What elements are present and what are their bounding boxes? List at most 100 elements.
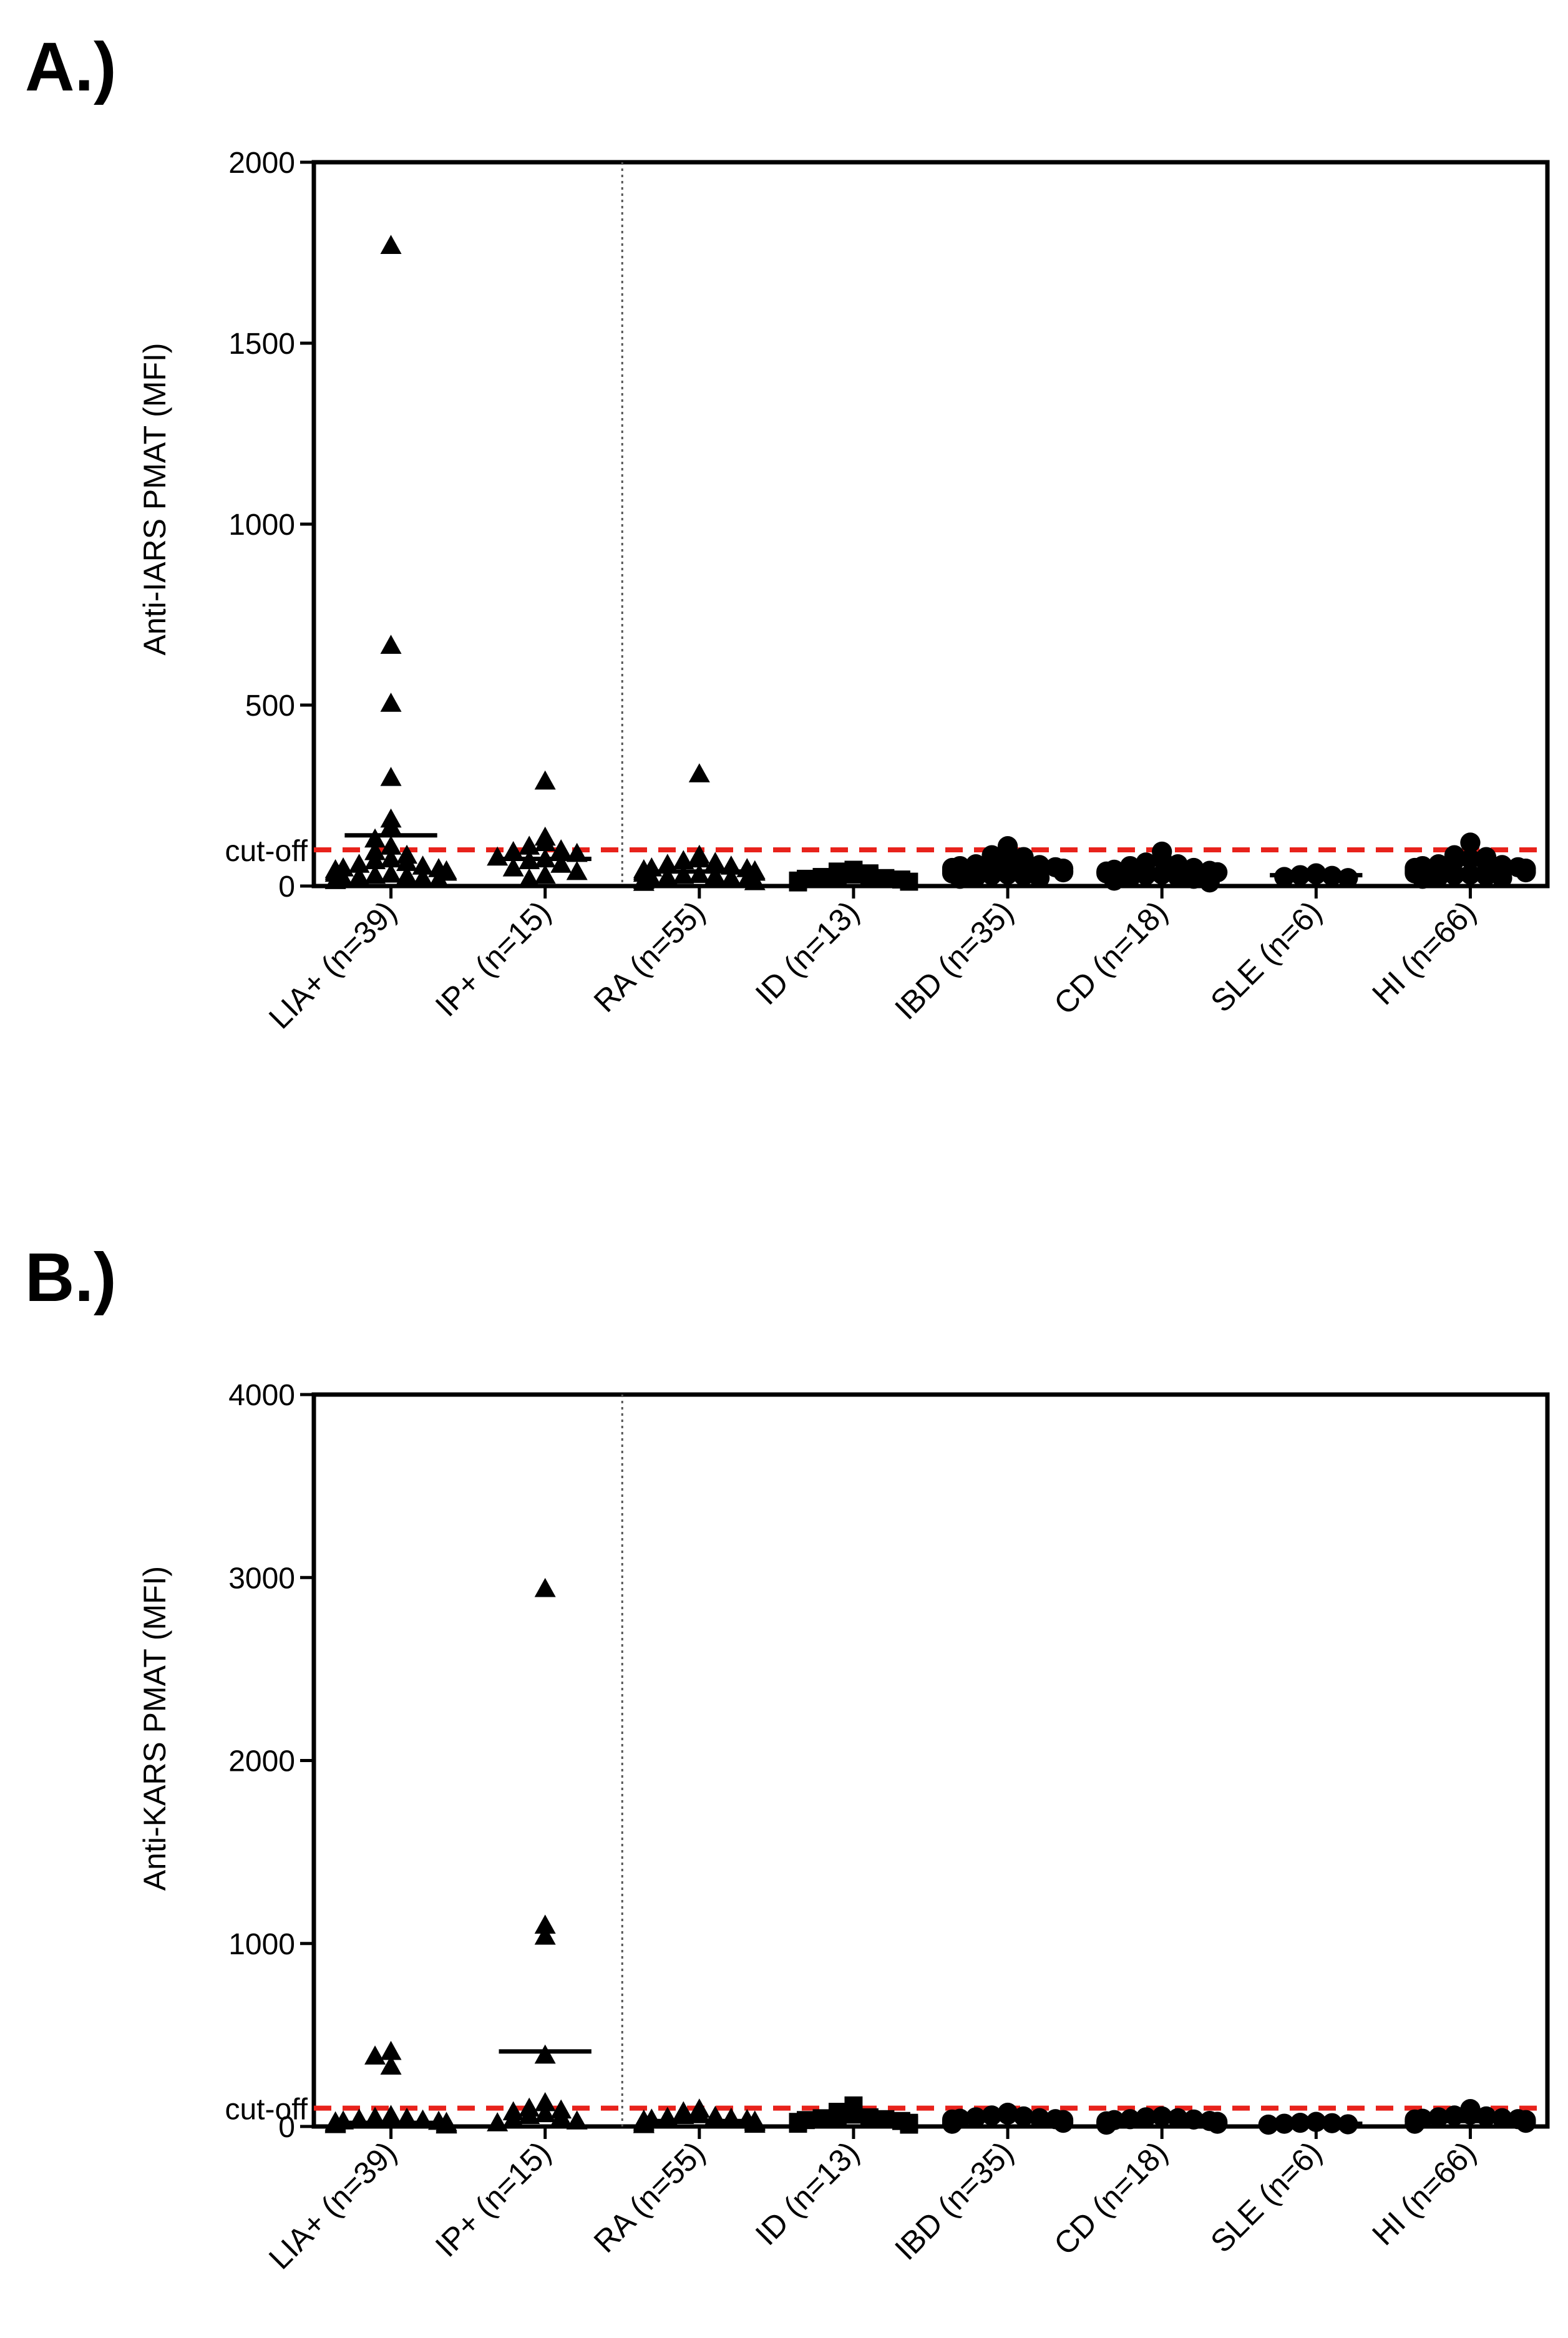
data-point	[1167, 2108, 1188, 2128]
data-point	[1516, 2112, 1536, 2133]
data-point	[534, 832, 556, 851]
data-point	[380, 2105, 402, 2125]
data-point	[364, 850, 386, 869]
data-point	[534, 1926, 556, 1945]
data-point	[673, 864, 694, 884]
data-point	[550, 854, 572, 873]
data-point	[380, 767, 402, 786]
data-point	[380, 693, 402, 712]
data-point	[1184, 869, 1204, 889]
data-point	[502, 2108, 524, 2128]
data-point	[519, 835, 540, 855]
data-point	[348, 866, 370, 886]
data-point	[396, 865, 418, 885]
data-point	[744, 871, 766, 890]
data-point	[1492, 868, 1512, 889]
data-point	[789, 2115, 807, 2133]
data-point	[380, 848, 402, 868]
data-point	[1207, 2113, 1228, 2134]
data-point	[688, 763, 710, 782]
data-point	[1152, 849, 1172, 869]
data-point	[364, 828, 386, 848]
data-point	[534, 1914, 556, 1934]
y-tick-label: 500	[245, 689, 295, 723]
data-point	[950, 869, 970, 889]
data-point	[1029, 868, 1050, 889]
y-tick-label: 0	[278, 870, 295, 904]
data-point	[1405, 2113, 1425, 2134]
data-point	[348, 854, 370, 873]
data-point	[519, 2105, 540, 2125]
data-point	[1492, 2108, 1512, 2128]
data-point	[1258, 2114, 1278, 2135]
y-tick-label: 2000	[228, 1745, 295, 1778]
y-tick-label: 2000	[228, 147, 295, 180]
data-point	[487, 2112, 509, 2131]
data-point	[412, 855, 434, 875]
data-point	[997, 849, 1018, 869]
data-point	[1199, 872, 1220, 893]
data-point	[900, 872, 918, 891]
data-point	[380, 235, 402, 254]
data-point	[704, 865, 726, 885]
data-point	[380, 2040, 402, 2060]
data-point	[720, 867, 742, 887]
data-point	[789, 873, 807, 892]
data-point	[900, 2115, 918, 2134]
panel-a-plot-area: cut-off	[225, 160, 1550, 889]
data-point	[380, 2055, 402, 2075]
data-point	[1444, 850, 1465, 871]
panel-b-plot-area: cut-off	[225, 1392, 1550, 2129]
panel-b-label: B.)	[25, 1239, 117, 1316]
data-point	[534, 864, 556, 884]
data-point	[673, 850, 694, 869]
panel-b-frame	[311, 1392, 1550, 2129]
data-point	[1338, 868, 1358, 889]
data-point	[1013, 2106, 1034, 2127]
data-point	[704, 852, 726, 871]
data-point	[828, 2107, 847, 2126]
data-point	[942, 2113, 963, 2134]
data-point	[428, 869, 450, 889]
data-point	[981, 850, 1002, 871]
data-point	[534, 770, 556, 790]
data-point	[534, 2092, 556, 2112]
data-point	[1053, 862, 1074, 883]
y-tick-label: 1500	[228, 328, 295, 361]
panel-a-label: A.)	[25, 29, 117, 105]
panel-b-markers	[324, 1577, 1536, 2135]
data-point	[1013, 865, 1034, 886]
data-point	[566, 2110, 588, 2130]
data-point	[534, 1577, 556, 1597]
data-point	[502, 840, 524, 860]
data-point	[688, 848, 710, 868]
data-point	[633, 2114, 655, 2133]
data-point	[534, 2044, 556, 2064]
data-point	[364, 2045, 386, 2065]
data-point	[744, 2113, 766, 2133]
panel-a-y-ticks: 0 500 1000 1500 2000	[228, 147, 314, 904]
data-point	[396, 852, 418, 871]
data-point	[1460, 832, 1481, 853]
panel-a-cutoff-label: cut-off	[225, 835, 308, 868]
data-point	[965, 867, 986, 887]
data-point	[633, 872, 655, 891]
panel-b-medians	[344, 2049, 1517, 2126]
data-point	[1096, 2114, 1117, 2135]
y-tick-label: 4000	[228, 1379, 295, 1412]
panel-b-y-ticks: 0 1000 2000 3000 4000	[228, 1379, 314, 2144]
data-point	[364, 864, 386, 884]
data-point	[1460, 849, 1481, 869]
data-point	[656, 854, 678, 873]
data-point	[380, 835, 402, 855]
panel-a-medians	[344, 833, 1517, 879]
data-point	[566, 860, 588, 880]
data-point	[688, 2103, 710, 2123]
data-point	[1104, 870, 1124, 891]
data-point	[324, 2114, 346, 2133]
data-point	[1516, 862, 1536, 883]
panel-a-y-axis-title: Anti-IARS PMAT (MFI)	[137, 343, 172, 656]
data-point	[1428, 867, 1449, 887]
